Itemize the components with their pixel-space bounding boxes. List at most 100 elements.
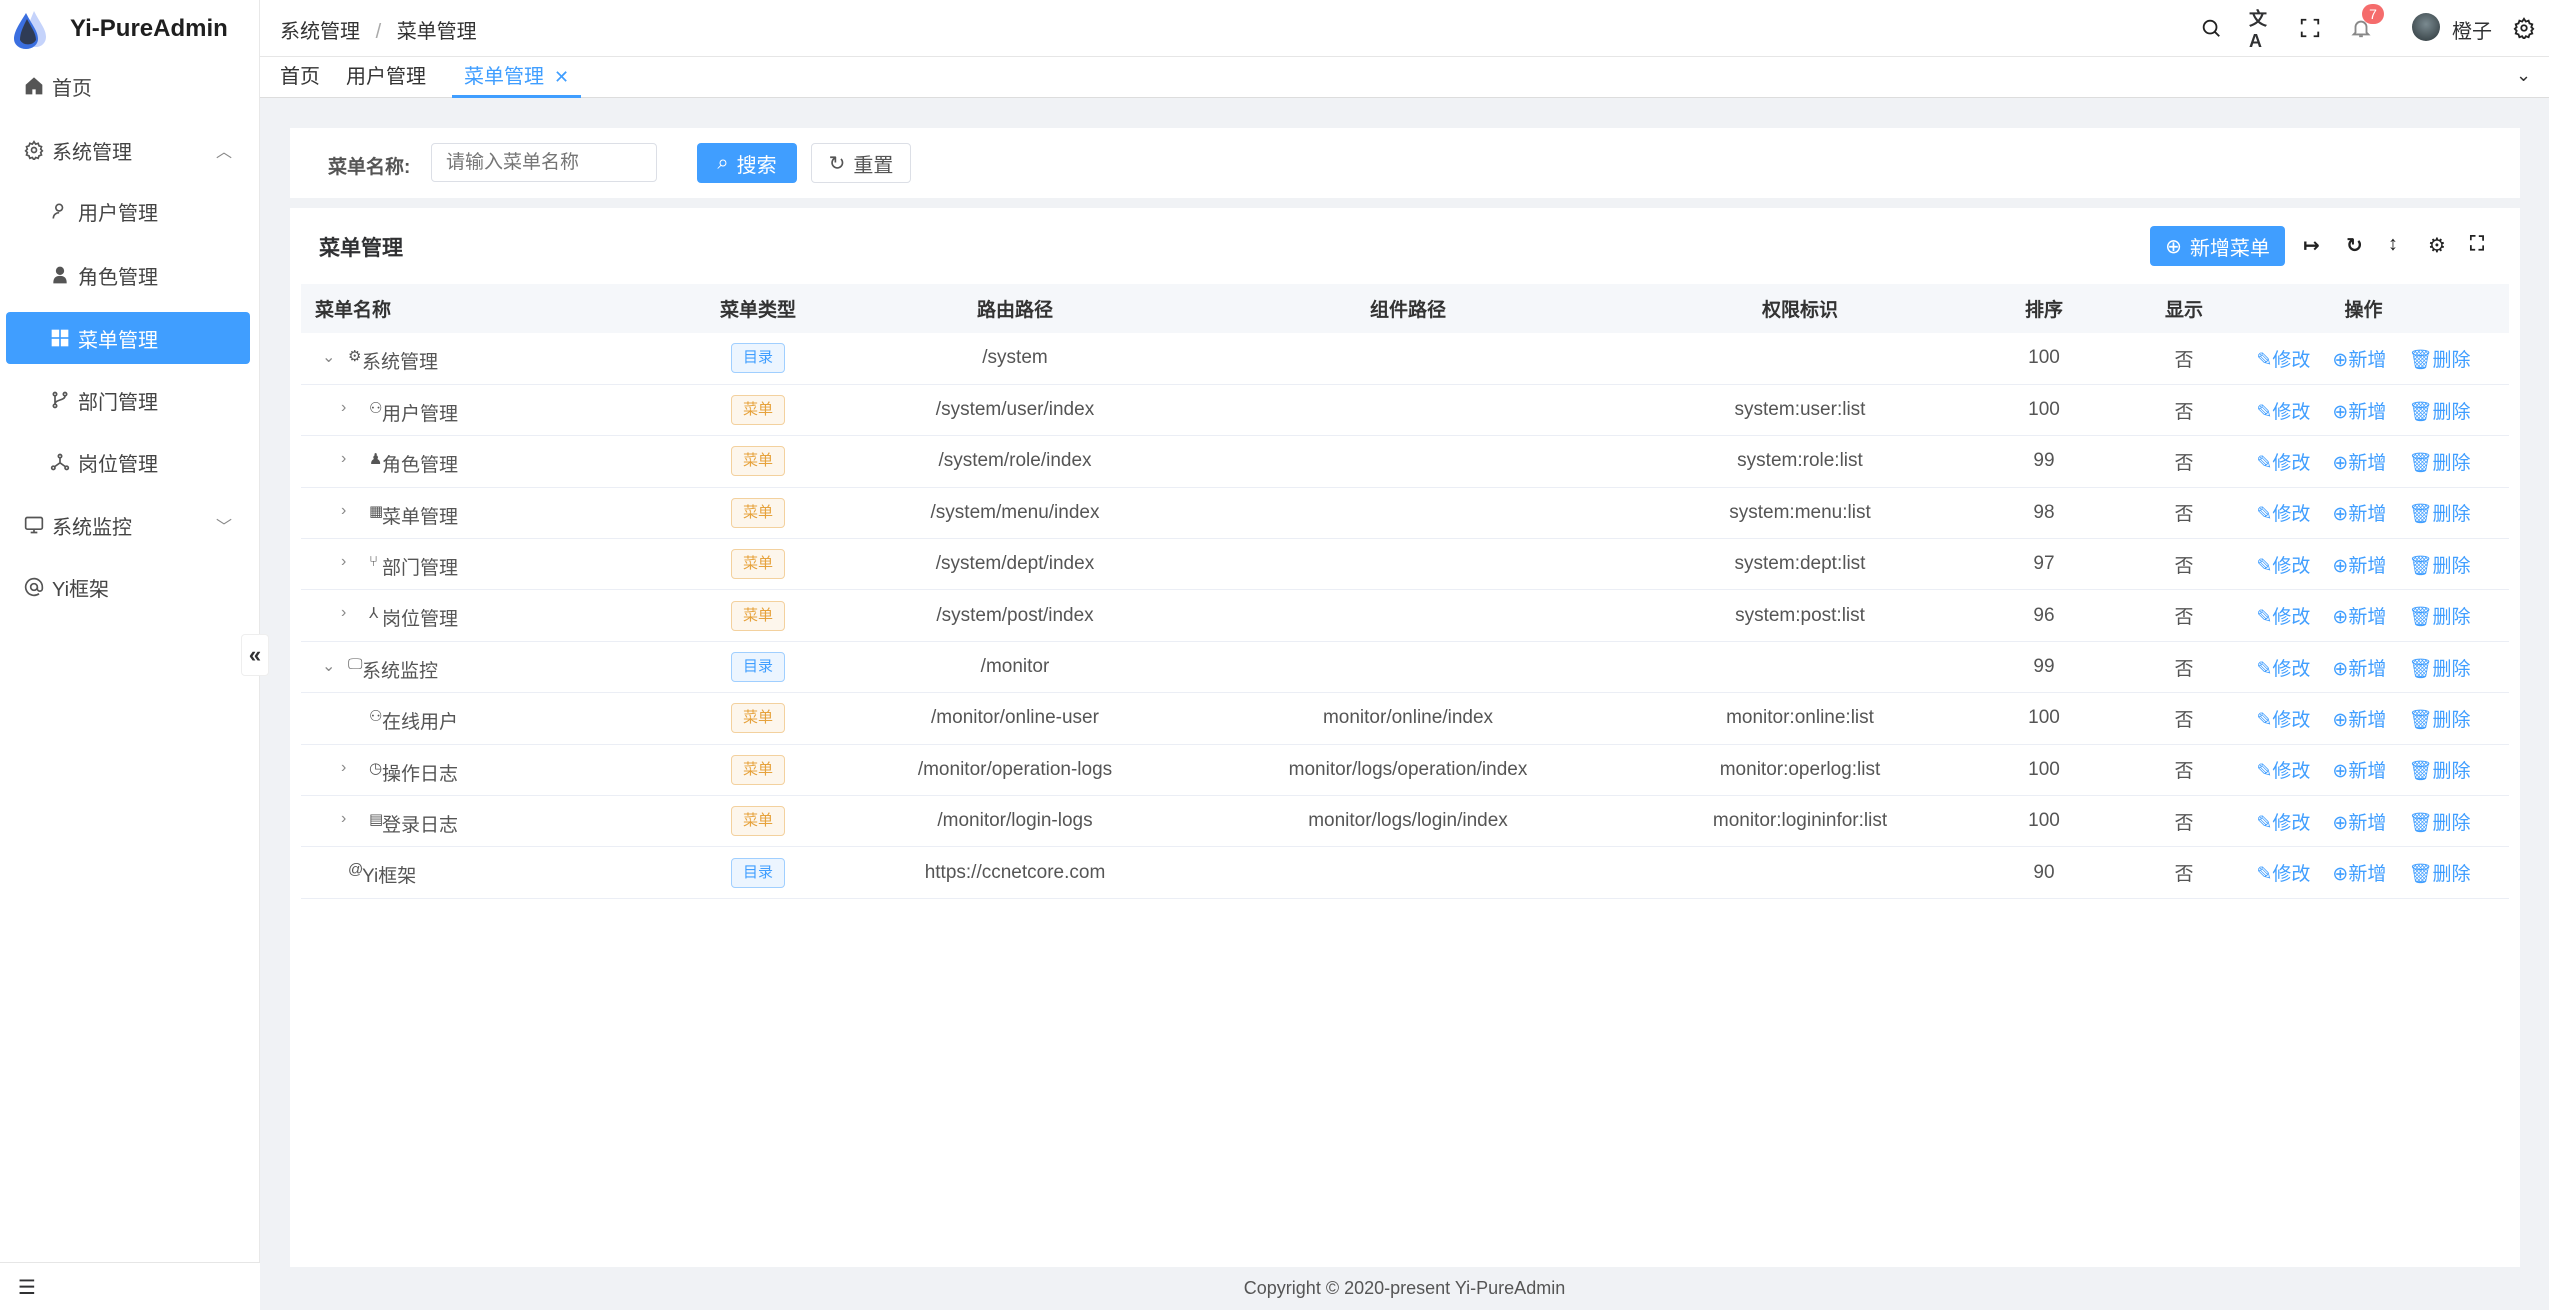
refresh-icon[interactable]: ↻: [2346, 235, 2363, 257]
menu-name-cell: › ⚇ 用户管理: [301, 384, 640, 437]
chevron-down-icon[interactable]: ⌄: [322, 657, 336, 675]
search-button[interactable]: ⌕ 搜索: [697, 143, 797, 183]
permission-cell: system:post:list: [1662, 589, 1938, 642]
delete-button[interactable]: 🗑删除: [2408, 555, 2471, 577]
sidebar-item-5[interactable]: 部门管理: [6, 374, 250, 426]
menu-type-cell: 菜单: [640, 795, 876, 848]
delete-button[interactable]: 🗑删除: [2408, 349, 2471, 371]
avatar[interactable]: [2412, 13, 2440, 41]
add-button[interactable]: ⊕新增: [2332, 864, 2387, 886]
translate-icon[interactable]: 文A: [2249, 8, 2267, 51]
add-button[interactable]: ⊕新增: [2332, 401, 2387, 423]
actions-cell: ✎修改 ⊕新增 🗑删除: [2218, 795, 2509, 848]
delete-button[interactable]: 🗑删除: [2408, 504, 2471, 526]
delete-button[interactable]: 🗑删除: [2408, 452, 2471, 474]
close-icon[interactable]: ✕: [554, 67, 570, 87]
add-button[interactable]: ⊕新增: [2332, 349, 2387, 371]
user-name[interactable]: 橙子: [2452, 21, 2492, 43]
edit-button[interactable]: ✎修改: [2256, 709, 2311, 731]
table-row[interactable]: › ♟ 角色管理 菜单 /system/role/index system:role…: [301, 435, 2509, 488]
table-row[interactable]: ⌄ ⚙ 系统管理 目录 /system 100 否 ✎修改 ⊕新增 🗑删除: [301, 333, 2509, 385]
delete-button[interactable]: 🗑删除: [2408, 607, 2471, 629]
chevron-right-icon[interactable]: ›: [341, 398, 347, 416]
add-button[interactable]: ⊕新增: [2332, 555, 2387, 577]
actions-cell: ✎修改 ⊕新增 🗑删除: [2218, 538, 2509, 591]
edit-button[interactable]: ✎修改: [2256, 864, 2311, 886]
table-row[interactable]: › ▦ 菜单管理 菜单 /system/menu/index system:menu…: [301, 487, 2509, 540]
add-button[interactable]: ⊕新增: [2332, 761, 2387, 783]
sidebar-item-label: 首页: [52, 77, 92, 100]
collapse-sidebar-button[interactable]: «: [241, 634, 269, 676]
density-icon[interactable]: ↕: [2388, 233, 2398, 255]
chevron-right-icon[interactable]: ›: [341, 501, 347, 519]
table-row[interactable]: › ⑂ 部门管理 菜单 /system/dept/index system:dept…: [301, 538, 2509, 591]
sidebar-item-1[interactable]: 系统管理 ︿: [6, 124, 250, 176]
chevron-right-icon[interactable]: ›: [341, 450, 347, 468]
sidebar-item-0[interactable]: 首页: [6, 60, 250, 112]
delete-button[interactable]: 🗑删除: [2408, 401, 2471, 423]
search-icon[interactable]: [2200, 17, 2222, 39]
table-row[interactable]: @ Yi框架 目录 https://ccnetcore.com 90 否 ✎修改 ⊕…: [301, 846, 2509, 899]
sidebar-item-7[interactable]: 系统监控 ﹀: [6, 499, 250, 551]
table-row[interactable]: › ◷ 操作日志 菜单 /monitor/operation-logs monito…: [301, 744, 2509, 797]
bell-icon[interactable]: [2350, 17, 2372, 39]
edit-button[interactable]: ✎修改: [2256, 349, 2311, 371]
edit-button[interactable]: ✎修改: [2256, 658, 2311, 680]
sidebar-item-8[interactable]: Yi框架: [6, 561, 250, 613]
sidebar: Yi-PureAdmin 首页系统管理 ︿ 用户管理角色管理菜单管理部门管理岗位管理…: [0, 0, 269, 1310]
add-button[interactable]: ⊕新增: [2332, 709, 2387, 731]
chevron-down-icon[interactable]: ⌄: [322, 349, 336, 366]
sidebar-item-label: Yi框架: [52, 578, 110, 601]
chevron-right-icon[interactable]: ›: [341, 758, 347, 776]
table-row[interactable]: ⚇ 在线用户 菜单 /monitor/online-user monitor/on…: [301, 692, 2509, 745]
fullscreen-icon[interactable]: ⛶: [2470, 233, 2484, 255]
sidebar-item-2[interactable]: 用户管理: [6, 185, 250, 237]
route-path-cell: /system/post/index: [876, 589, 1154, 642]
table-row[interactable]: › ⅄ 岗位管理 菜单 /system/post/index system:post…: [301, 589, 2509, 642]
tab-home[interactable]: 首页: [280, 66, 320, 88]
delete-button[interactable]: 🗑删除: [2408, 812, 2471, 834]
expand-collapse-icon[interactable]: ↦: [2303, 235, 2320, 257]
delete-button[interactable]: 🗑删除: [2408, 658, 2471, 680]
add-menu-button[interactable]: ⊕ 新增菜单: [2150, 226, 2285, 266]
edit-label: 修改: [2272, 504, 2311, 526]
chevron-down-icon[interactable]: ⌄: [2516, 65, 2532, 85]
breadcrumb-item[interactable]: 系统管理: [280, 21, 360, 43]
add-button[interactable]: ⊕新增: [2332, 812, 2387, 834]
fullscreen-icon[interactable]: [2299, 17, 2321, 39]
delete-button[interactable]: 🗑删除: [2408, 864, 2471, 886]
edit-button[interactable]: ✎修改: [2256, 812, 2311, 834]
table-row[interactable]: › ⚇ 用户管理 菜单 /system/user/index system:user…: [301, 384, 2509, 437]
sidebar-item-3[interactable]: 角色管理: [6, 249, 250, 301]
delete-button[interactable]: 🗑删除: [2408, 709, 2471, 731]
table-row[interactable]: › ▤ 登录日志 菜单 /monitor/login-logs monitor/lo…: [301, 795, 2509, 848]
menu-type-cell: 菜单: [640, 589, 876, 642]
logo[interactable]: Yi-PureAdmin: [0, 0, 260, 57]
sidebar-item-6[interactable]: 岗位管理: [6, 436, 250, 488]
table-row[interactable]: ⌄ 🖵 系统监控 目录 /monitor 99 否 ✎修改 ⊕新增 🗑删除: [301, 641, 2509, 694]
delete-button[interactable]: 🗑删除: [2408, 761, 2471, 783]
add-button[interactable]: ⊕新增: [2332, 658, 2387, 680]
column-settings-icon[interactable]: ⚙: [2428, 235, 2446, 257]
menu-fold-icon[interactable]: ☰: [18, 1277, 36, 1299]
tab-menu-management[interactable]: 菜单管理 ✕: [452, 57, 582, 98]
edit-button[interactable]: ✎修改: [2256, 452, 2311, 474]
settings-gear-icon[interactable]: [2513, 17, 2535, 39]
chevron-right-icon[interactable]: ›: [341, 553, 347, 571]
sidebar-item-4[interactable]: 菜单管理: [6, 312, 250, 364]
add-button[interactable]: ⊕新增: [2332, 452, 2387, 474]
edit-button[interactable]: ✎修改: [2256, 555, 2311, 577]
edit-button[interactable]: ✎修改: [2256, 401, 2311, 423]
edit-button[interactable]: ✎修改: [2256, 761, 2311, 783]
reset-button[interactable]: ↻ 重置: [811, 143, 911, 183]
add-button[interactable]: ⊕新增: [2332, 504, 2387, 526]
chevron-right-icon[interactable]: ›: [341, 604, 347, 622]
refresh-icon: ↻: [828, 152, 846, 175]
route-path-cell: /monitor/online-user: [876, 692, 1154, 745]
chevron-right-icon[interactable]: ›: [341, 810, 347, 828]
add-button[interactable]: ⊕新增: [2332, 607, 2387, 629]
tab-user-management[interactable]: 用户管理: [346, 66, 426, 88]
edit-button[interactable]: ✎修改: [2256, 504, 2311, 526]
edit-button[interactable]: ✎修改: [2256, 607, 2311, 629]
menu-name-input[interactable]: [431, 143, 657, 182]
